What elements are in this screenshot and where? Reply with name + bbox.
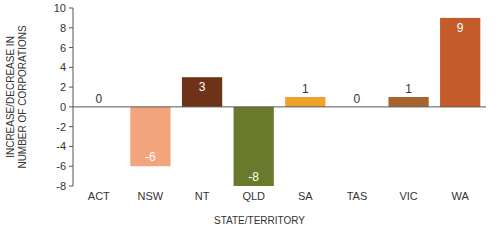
y-tick [69,106,73,107]
y-axis-label-line: NUMBER OF CORPORATIONS [17,25,28,168]
chart-container: -8-6-4-20246810INCREASE/DECREASE INNUMBE… [0,0,500,231]
y-tick-label: 2 [60,81,66,93]
data-label: -6 [145,150,156,164]
data-label: -8 [248,170,259,184]
y-tick [69,8,73,9]
data-label: 1 [405,82,412,96]
y-tick [69,87,73,88]
data-label: 3 [199,80,206,94]
y-tick-label: 4 [60,61,66,73]
y-tick [69,47,73,48]
y-axis-line [73,8,74,186]
y-tick [69,146,73,147]
x-axis-label: STATE/TERRITORY [214,215,305,226]
y-tick-label: -4 [56,140,66,152]
x-tick-label: QLD [242,190,265,202]
bar [182,77,222,107]
x-tick-label: VIC [399,190,417,202]
bar [234,107,274,186]
y-tick-label: 6 [60,42,66,54]
x-tick-label: NT [195,190,210,202]
bar [440,18,480,107]
x-tick-label: NSW [138,190,164,202]
chart-svg: -8-6-4-20246810INCREASE/DECREASE INNUMBE… [0,0,500,231]
bar [388,97,428,107]
y-tick-label: 8 [60,22,66,34]
y-tick-label: 10 [54,2,66,14]
data-label: 0 [95,92,102,106]
y-tick [69,186,73,187]
y-axis-label-line: INCREASE/DECREASE IN [5,36,16,158]
bar [130,107,170,166]
y-axis-label: INCREASE/DECREASE INNUMBER OF CORPORATIO… [5,25,28,168]
x-tick-label: TAS [347,190,368,202]
data-label: 1 [302,82,309,96]
bar [285,97,325,107]
x-tick-label: ACT [88,190,110,202]
data-label: 0 [354,92,361,106]
y-tick [69,166,73,167]
y-tick-label: 0 [60,101,66,113]
y-tick [69,67,73,68]
x-tick-label: SA [298,190,313,202]
zero-line [73,106,486,107]
y-tick [69,126,73,127]
x-tick-label: WA [452,190,470,202]
y-tick [69,27,73,28]
bars [130,18,480,186]
y-tick-label: -6 [56,160,66,172]
y-tick-label: -8 [56,180,66,192]
data-label: 9 [457,21,464,35]
y-tick-label: -2 [56,121,66,133]
